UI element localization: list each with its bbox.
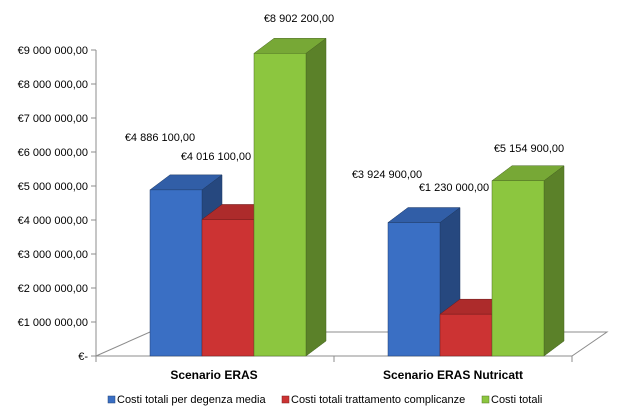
bar-front-face [201, 219, 255, 357]
legend-swatch [107, 395, 116, 404]
legend-item: Costi totali [481, 394, 542, 406]
y-tick-label: €5 000 000,00 [18, 181, 88, 193]
y-tick-label: €4 000 000,00 [18, 215, 88, 227]
data-label: €4 886 100,00 [125, 132, 195, 144]
legend-label: Costi totali per degenza media [117, 394, 266, 406]
y-tick-label: €2 000 000,00 [18, 283, 88, 295]
bar-front-face [439, 313, 493, 357]
y-tick-label: €3 000 000,00 [18, 249, 88, 261]
bar-side-face [543, 165, 565, 357]
data-label: €1 230 000,00 [419, 182, 489, 194]
chart-axes: €- €1 000 000,00 €2 000 000,00 €3 000 000,0… [18, 45, 573, 382]
data-label: €8 902 200,00 [264, 13, 334, 25]
bar-front-face [387, 222, 441, 357]
legend-item: Costi totali per degenza media [107, 394, 266, 406]
chart-data-labels: €4 886 100,00 €3 924 900,00 €4 016 100,00 €… [125, 13, 564, 194]
data-label: €3 924 900,00 [352, 169, 422, 181]
bar-side-face [305, 37, 327, 357]
y-tick-label: €8 000 000,00 [18, 79, 88, 91]
data-label: €5 154 900,00 [494, 143, 564, 155]
legend-label: Costi totali [491, 394, 542, 406]
bar-front-face [491, 180, 545, 357]
bar [253, 37, 327, 357]
x-category-label: Scenario ERAS Nutricatt [383, 368, 523, 382]
legend-swatch [481, 395, 490, 404]
y-tick-label: €9 000 000,00 [18, 45, 88, 57]
legend-swatch [281, 395, 290, 404]
x-category-label: Scenario ERAS [170, 368, 257, 382]
legend-label: Costi totali trattamento complicanze [291, 394, 465, 406]
bar-front-face [253, 53, 307, 357]
bar-front-face [149, 189, 203, 357]
y-tick-label: €1 000 000,00 [18, 317, 88, 329]
bar [491, 165, 565, 357]
y-tick-label: €7 000 000,00 [18, 113, 88, 125]
legend-item: Costi totali trattamento complicanze [281, 394, 465, 406]
data-label: €4 016 100,00 [181, 151, 251, 163]
chart-legend: Costi totali per degenza media Costi tota… [107, 394, 542, 406]
y-tick-label: €- [78, 351, 88, 363]
chart-bars [149, 37, 565, 357]
y-tick-label: €6 000 000,00 [18, 147, 88, 159]
